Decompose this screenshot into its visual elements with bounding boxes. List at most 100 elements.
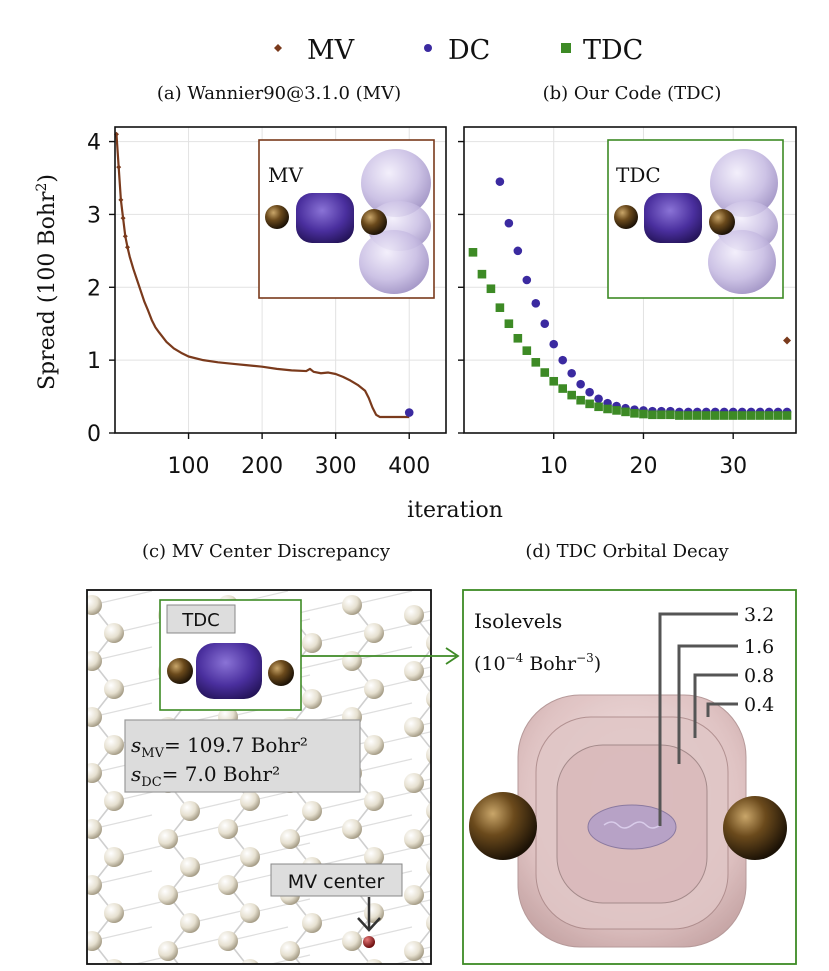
- lattice-bond: [351, 590, 413, 606]
- legend-marker-tdc: [561, 43, 571, 53]
- lattice-bond: [227, 926, 289, 942]
- inset-b-lobe-top: [710, 149, 778, 217]
- inset-a-lobe-bottom: [359, 230, 429, 294]
- point-tdc: [666, 410, 675, 420]
- isolevel-0.8: 0.8: [744, 665, 774, 687]
- point-tdc: [558, 384, 568, 393]
- point-tdc: [701, 411, 711, 420]
- point-tdc: [782, 411, 792, 420]
- lattice-atom: [87, 819, 102, 839]
- lattice-bond: [227, 814, 289, 830]
- lattice-atom: [302, 801, 322, 821]
- lattice-atom: [404, 717, 424, 737]
- panel-c-inset-label: TDC: [181, 610, 219, 631]
- y-tick-label: 4: [87, 131, 101, 156]
- lattice-bond: [189, 796, 251, 812]
- lattice-bond: [91, 590, 153, 606]
- lattice-atom: [426, 858, 431, 876]
- mv-center-dot: [363, 936, 375, 948]
- spread-mv: sMV= 109.7 Bohr²: [131, 733, 308, 761]
- lattice-atom: [180, 857, 200, 877]
- inset-b-orbital: [644, 193, 702, 243]
- panel-a-inset: MV: [258, 139, 435, 299]
- isolevel-0.4: 0.4: [744, 694, 774, 716]
- lattice-bond: [373, 675, 431, 690]
- point-tdc: [728, 411, 738, 420]
- inset-b-atom-left: [614, 205, 638, 229]
- lattice-atom: [104, 623, 124, 643]
- x-tick-label: 100: [168, 454, 210, 479]
- x-tick-label: 30: [719, 454, 747, 479]
- lattice-atom: [342, 595, 362, 615]
- panel-b: 10 20 30 TDC: [458, 126, 797, 479]
- lattice-bond: [413, 890, 431, 896]
- lattice-atom: [302, 689, 322, 709]
- point-tdc: [639, 409, 648, 419]
- lattice-bond: [91, 646, 153, 662]
- lattice-bond: [167, 936, 229, 952]
- inset-a-lobe-top: [361, 149, 431, 217]
- lattice-bond: [91, 926, 153, 942]
- point-dc: [594, 394, 603, 404]
- point-tdc: [675, 411, 684, 420]
- panel-a-frame: [114, 126, 447, 434]
- inset-a-atom-left: [265, 205, 289, 229]
- point-mv: [118, 197, 124, 203]
- y-axis-label: Spread (100 Bohr2): [34, 174, 60, 390]
- point-dc: [585, 387, 594, 397]
- panel-d-atom-left: [469, 792, 537, 860]
- lattice-atom: [426, 690, 431, 708]
- legend-label-tdc: TDC: [583, 35, 643, 66]
- lattice-atom: [104, 679, 124, 699]
- point-dc: [567, 368, 576, 378]
- point-dc: [513, 246, 523, 256]
- panel-b-data: [468, 177, 792, 420]
- panel-c-orbital: [196, 643, 262, 699]
- isolevels-title: Isolevels: [474, 609, 562, 633]
- isosurface-3.2-texture: [603, 821, 661, 829]
- panel-a: 100 200 300 400 0 1 2 3 4 MV: [87, 126, 447, 479]
- lattice-bond: [289, 936, 351, 952]
- panel-a-data: [113, 131, 414, 419]
- lattice-bond: [413, 610, 431, 616]
- inset-b-label: TDC: [616, 163, 661, 187]
- lattice-bond: [413, 834, 431, 840]
- lattice-bond: [167, 824, 229, 840]
- lattice-atom: [104, 903, 124, 923]
- point-tdc: [621, 407, 630, 417]
- legend-marker-dc: [424, 44, 432, 52]
- lattice-atom: [87, 651, 102, 671]
- x-tick-label: 10: [540, 454, 568, 479]
- lattice-atom: [218, 875, 238, 895]
- lattice-atom: [180, 913, 200, 933]
- lattice-atom: [87, 763, 102, 783]
- point-dc: [522, 275, 532, 285]
- lattice-atom: [426, 634, 431, 652]
- point-tdc: [692, 411, 702, 420]
- lattice-bond: [413, 666, 431, 672]
- point-mv: [116, 164, 122, 170]
- leader-1.6: [677, 644, 738, 764]
- leader-0.8: [693, 673, 738, 738]
- panel-c: TDC sMV= 109.7 Bohr² sDC= 7.0 Bohr² MV c…: [86, 589, 496, 971]
- lattice-bond: [373, 731, 431, 746]
- point-tdc: [549, 376, 559, 386]
- lattice-bond: [413, 722, 431, 728]
- point-tdc: [603, 404, 612, 414]
- lattice-atom: [364, 623, 384, 643]
- lattice-bond: [392, 955, 431, 964]
- isosurface-3.2: [587, 804, 677, 850]
- lattice-atom: [87, 875, 102, 895]
- x-tick-label: 400: [388, 454, 430, 479]
- inset-a-atom-right: [361, 209, 387, 235]
- lattice-atom: [342, 819, 362, 839]
- lattice-bond: [268, 954, 311, 964]
- point-tdc: [630, 409, 639, 418]
- lattice-bond: [436, 965, 496, 971]
- lattice-bond: [373, 787, 431, 802]
- point-tdc: [576, 395, 585, 405]
- point-tdc: [531, 358, 541, 367]
- mv-center-arrow-head: [357, 917, 381, 932]
- inset-a-label: MV: [268, 163, 303, 187]
- panel-c-atom-left: [167, 658, 193, 684]
